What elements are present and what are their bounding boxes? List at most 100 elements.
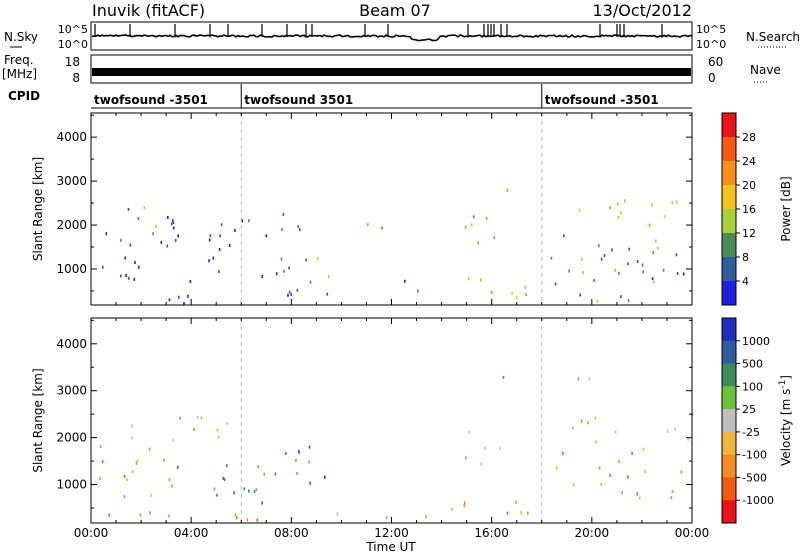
range-gate-cell xyxy=(595,440,597,444)
range-gate-cell xyxy=(652,251,655,255)
colorbar-swatch xyxy=(722,477,736,501)
range-gate-cell xyxy=(123,474,126,478)
range-gate-cell xyxy=(465,456,467,460)
range-gate-cell xyxy=(212,256,215,260)
cpid-entry-2: twofsound -3501 xyxy=(545,93,659,107)
beam-title: Beam 07 xyxy=(359,1,431,20)
range-gate-cell xyxy=(598,244,600,248)
range-gate-cell xyxy=(257,465,259,469)
colorbar-tick-label: 1000 xyxy=(742,335,770,348)
range-gate-cell xyxy=(178,295,180,299)
range-gate-cell xyxy=(520,511,522,515)
colorbar-frame xyxy=(721,317,737,524)
range-gate-cell xyxy=(628,247,630,251)
range-gate-cell xyxy=(172,221,175,225)
range-gate-cell xyxy=(367,223,369,227)
range-gate-cell xyxy=(296,471,298,475)
range-gate-cell xyxy=(226,464,228,468)
range-gate-cell xyxy=(572,483,575,487)
range-gate-cell xyxy=(305,258,307,262)
range-gate-cell xyxy=(282,212,285,216)
range-gate-cell xyxy=(172,226,175,230)
range-gate-cell xyxy=(143,206,146,210)
colorbar-swatch xyxy=(722,318,736,342)
range-gate-cell xyxy=(550,256,553,260)
range-gate-cell xyxy=(621,491,623,495)
range-gate-cell xyxy=(404,279,406,283)
range-gate-cell xyxy=(639,496,641,500)
y-tick-label: 3000 xyxy=(56,174,87,188)
range-gate-cell xyxy=(102,265,104,269)
range-gate-cell xyxy=(563,234,565,238)
range-gate-cell xyxy=(381,226,383,230)
colorbar-tick-label: 100 xyxy=(742,380,763,393)
range-gate-cell xyxy=(417,289,419,293)
velocity-colorbar: 1000 500 100 25 -25 -100 -500 -1000 Velocity [m … xyxy=(721,317,793,524)
range-gate-cell xyxy=(506,188,509,192)
range-gate-cell xyxy=(502,375,505,379)
range-gate-cell xyxy=(555,466,558,470)
range-gate-cell xyxy=(680,470,683,474)
x-tick-label: 20:00 xyxy=(575,526,610,540)
range-gate-cell xyxy=(467,277,470,281)
range-gate-cell xyxy=(642,270,644,274)
range-gate-cell xyxy=(666,429,669,433)
range-gate-cell xyxy=(627,299,630,303)
range-gate-cell xyxy=(172,438,174,442)
range-gate-cell xyxy=(324,475,326,479)
range-gate-cell xyxy=(274,472,277,476)
range-gate-cell xyxy=(171,219,174,222)
range-gate-cell xyxy=(336,512,339,516)
range-gate-cell xyxy=(217,435,220,439)
range-gate-cell xyxy=(499,446,501,450)
range-gate-cell xyxy=(598,466,601,470)
range-gate-cell xyxy=(525,293,527,296)
range-gate-cell xyxy=(515,500,517,504)
range-gate-cell xyxy=(223,478,226,482)
range-gate-cell xyxy=(641,263,644,267)
range-gate-cell xyxy=(579,293,581,297)
freq-unit: [MHz] xyxy=(2,67,37,81)
range-gate-cell xyxy=(524,285,527,289)
range-gate-cell xyxy=(326,292,329,296)
range-gate-cell xyxy=(152,232,154,236)
range-gate-cell xyxy=(124,256,127,260)
freq-tick-high: 18 xyxy=(65,55,80,69)
cpid-entry-1: twofsound 3501 xyxy=(244,93,353,107)
range-gate-cell xyxy=(275,272,278,276)
range-gate-cell xyxy=(568,269,570,273)
range-gate-cell xyxy=(308,445,311,449)
range-gate-cell xyxy=(263,472,266,476)
colorbar-tick-label: -100 xyxy=(742,449,767,462)
range-gate-cell xyxy=(168,298,171,302)
range-gate-cell xyxy=(179,416,181,420)
range-gate-cell xyxy=(484,446,486,450)
range-gate-cell xyxy=(493,236,496,240)
range-gate-cell xyxy=(627,262,629,266)
x-tick-label: 08:00 xyxy=(274,526,309,540)
range-gate-cell xyxy=(596,299,599,303)
station-title: Inuvik (fitACF) xyxy=(92,1,205,20)
noise-sky-trace xyxy=(92,24,693,42)
range-gate-cell xyxy=(234,229,236,232)
range-gate-cell xyxy=(297,225,299,229)
freq-label: Freq. xyxy=(4,53,34,67)
range-gate-cell xyxy=(648,223,651,227)
range-gate-cell xyxy=(425,515,427,519)
colorbar-swatch xyxy=(722,113,736,138)
range-gate-cell xyxy=(177,234,179,238)
y-axis-label: Slant Range [km] xyxy=(31,157,45,261)
range-gate-cell xyxy=(283,269,285,273)
range-gate-cell xyxy=(676,200,678,204)
range-gate-cell xyxy=(189,280,192,283)
colorbar-tick-label: 24 xyxy=(742,155,756,168)
range-gate-cell xyxy=(490,291,493,294)
colorbar-tick-label: -500 xyxy=(742,471,767,484)
y-tick-label: 2000 xyxy=(56,431,87,445)
range-gate-cell xyxy=(133,277,136,281)
velocity-cells xyxy=(99,375,694,522)
range-gate-cell xyxy=(287,293,289,297)
range-gate-cell xyxy=(309,481,311,485)
colorbar-swatch xyxy=(722,233,736,258)
